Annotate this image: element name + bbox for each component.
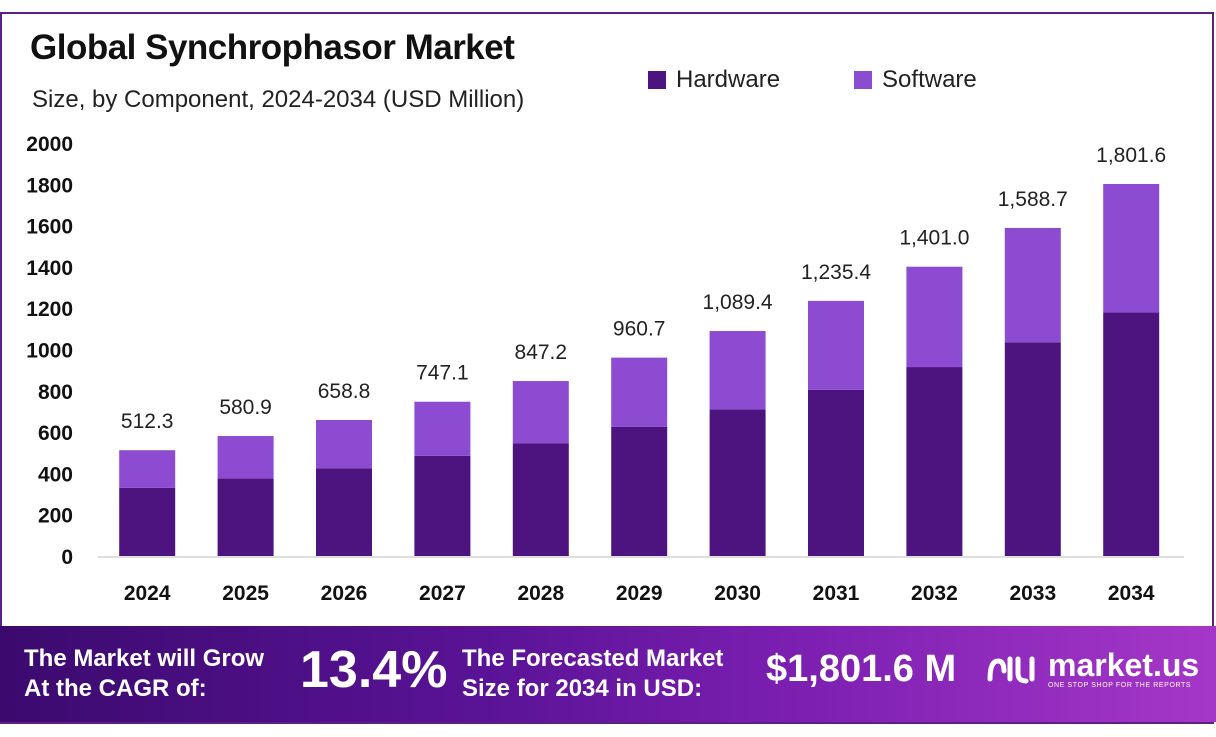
total-label-2026: 658.8 (318, 380, 371, 403)
total-label-2028: 847.2 (515, 341, 568, 364)
x-tick-label-2028: 2028 (517, 582, 564, 605)
forecast-label-line2: Size for 2034 in USD: (462, 675, 703, 702)
bar-chart: 0 200 400 600 800 1000 1200 1400 1600 1800 2000 512… (26, 133, 1184, 605)
bar-hardware-2024 (119, 487, 176, 556)
y-tick-label: 400 (38, 463, 73, 486)
legend-item-hardware: Hardware (648, 66, 780, 94)
bar-software-2029 (611, 357, 668, 427)
total-label-2032: 1,401.0 (899, 227, 969, 250)
bar-software-2031 (808, 300, 864, 390)
chart-subtitle: Size, by Component, 2024-2034 (USD Milli… (32, 86, 525, 113)
bar-hardware-2032 (906, 367, 963, 556)
forecast-label: The Forecasted Market Size for 2034 in U… (462, 644, 723, 704)
y-tick-label: 1600 (26, 216, 73, 239)
x-tick-label-2032: 2032 (911, 582, 958, 605)
x-tick-label-2026: 2026 (321, 582, 368, 605)
brand-name: market.us (1048, 647, 1200, 683)
bar-software-2028 (512, 381, 569, 444)
bar-software-2024 (119, 450, 176, 488)
bar-hardware-2025 (217, 478, 274, 556)
bar-software-2027 (414, 401, 471, 456)
brand-tagline: ONE STOP SHOP FOR THE REPORTS (1048, 682, 1192, 689)
x-tick-label-2031: 2031 (813, 582, 860, 605)
x-tick-label-2027: 2027 (419, 582, 466, 605)
y-tick-label: 1000 (26, 340, 73, 363)
x-tick-label-2024: 2024 (124, 582, 171, 605)
legend-label-software: Software (882, 66, 977, 93)
bar-hardware-2033 (1004, 342, 1061, 556)
x-tick-label-2025: 2025 (222, 582, 269, 605)
legend-swatch-software (854, 71, 873, 89)
bar-software-2032 (906, 266, 963, 368)
cagr-value: 13.4% (300, 641, 448, 699)
bar-software-2026 (316, 419, 372, 469)
bar-software-2033 (1004, 227, 1061, 343)
forecast-label-line1: The Forecasted Market (462, 645, 724, 672)
total-label-2031: 1,235.4 (801, 261, 871, 284)
total-label-2027: 747.1 (416, 362, 469, 385)
total-label-2025: 580.9 (219, 396, 272, 419)
brand-logo: market.us ONE STOP SHOP FOR THE REPORTS (984, 648, 1199, 689)
legend: Hardware Software (648, 66, 977, 94)
cagr-label-line1: The Market will Grow (24, 645, 265, 672)
market-us-logo-icon (987, 656, 1035, 683)
bar-software-2034 (1103, 183, 1160, 313)
y-tick-label: 1200 (26, 298, 73, 321)
total-label-2030: 1,089.4 (703, 291, 773, 314)
total-label-2029: 960.7 (613, 318, 666, 341)
bar-hardware-2028 (512, 443, 569, 556)
bar-software-2025 (217, 436, 274, 479)
y-tick-label: 600 (38, 422, 73, 445)
chart-title: Global Synchrophasor Market (30, 28, 515, 67)
y-tick-label: 200 (38, 505, 73, 528)
y-tick-label: 800 (38, 381, 73, 404)
total-label-2024: 512.3 (121, 410, 174, 433)
bar-hardware-2027 (414, 455, 471, 556)
footer-banner: The Market will Grow At the CAGR of: 13.… (0, 626, 1216, 722)
total-label-2033: 1,588.7 (998, 188, 1068, 211)
total-label-2034: 1,801.6 (1096, 144, 1166, 167)
y-tick-label: 0 (61, 546, 73, 569)
bar-hardware-2029 (611, 426, 668, 556)
legend-item-software: Software (854, 66, 977, 94)
legend-label-hardware: Hardware (676, 66, 781, 93)
x-tick-label-2034: 2034 (1108, 582, 1155, 605)
cagr-label: The Market will Grow At the CAGR of: (24, 644, 264, 704)
bar-hardware-2034 (1103, 312, 1160, 556)
bar-hardware-2031 (808, 389, 864, 556)
bar-software-2030 (709, 331, 766, 410)
x-tick-label-2029: 2029 (616, 582, 663, 605)
cagr-label-line2: At the CAGR of: (24, 675, 207, 702)
x-tick-label-2030: 2030 (714, 582, 761, 605)
y-tick-label: 2000 (26, 133, 73, 156)
bar-hardware-2026 (316, 468, 372, 556)
bar-hardware-2030 (709, 409, 766, 556)
x-tick-label-2033: 2033 (1009, 582, 1056, 605)
legend-swatch-hardware (648, 71, 666, 89)
y-tick-label: 1400 (26, 257, 73, 280)
y-tick-label: 1800 (26, 174, 73, 197)
forecast-value: $1,801.6 M (766, 648, 957, 690)
